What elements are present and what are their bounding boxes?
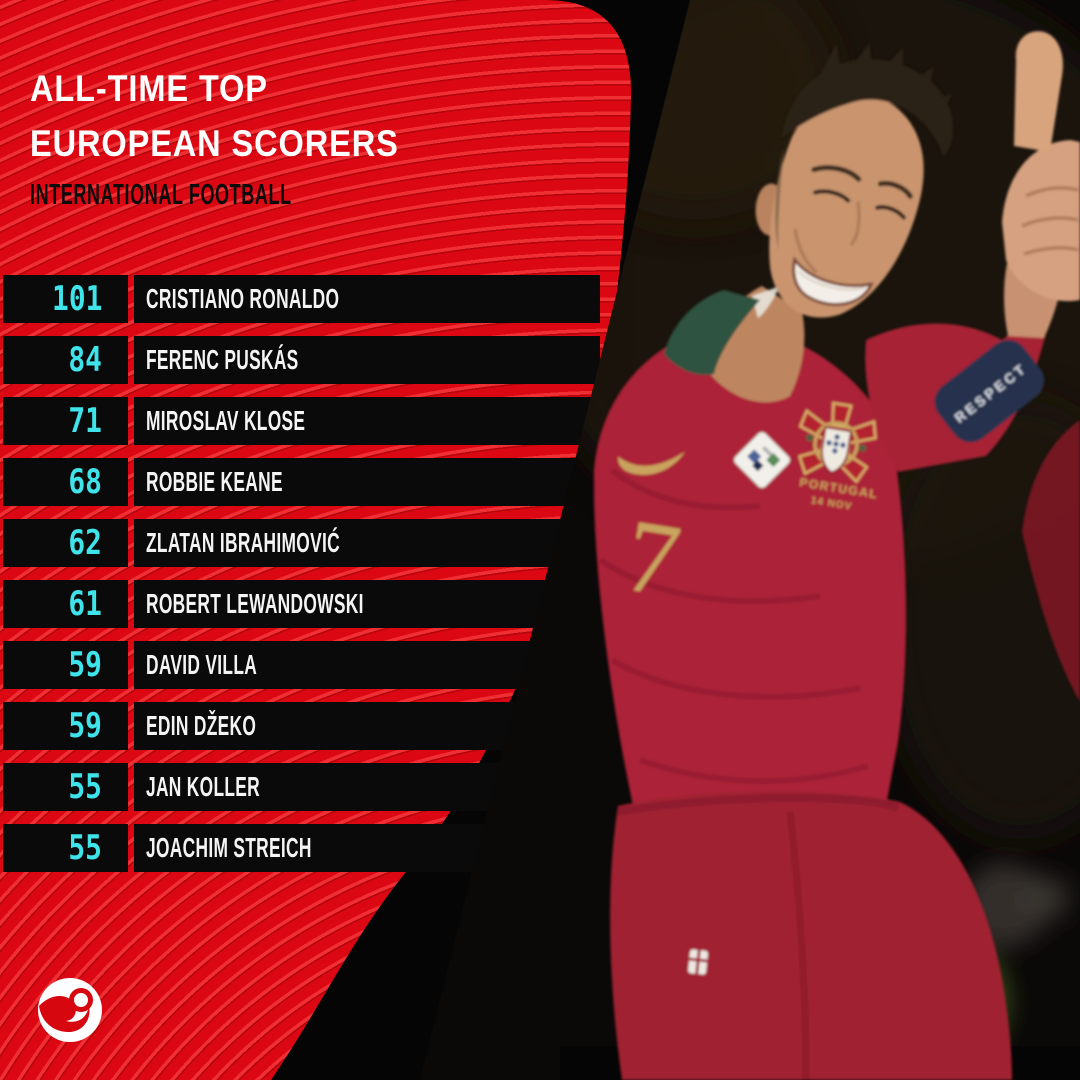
- ronaldo-figure: RESPECT: [593, 31, 1080, 1080]
- smile-crease: [793, 228, 818, 274]
- name-cell: ROBERT LEWANDOWSKI: [134, 580, 600, 628]
- shield-dots: [826, 434, 846, 454]
- page-subtitle: INTERNATIONAL FOOTBALL: [30, 179, 292, 211]
- name-cell: ROBBIE KEANE: [134, 458, 600, 506]
- nike-swoosh-icon: [618, 451, 686, 475]
- player-name: ROBBIE KEANE: [146, 466, 283, 497]
- nations-league-patch: [733, 431, 791, 489]
- table-row: 62 ZLATAN IBRAHIMOVIĆ: [0, 519, 600, 567]
- page-title-line1: ALL-TIME TOP: [30, 68, 268, 109]
- eyebrows: [811, 165, 913, 199]
- undershirt-sliver: [752, 286, 780, 318]
- page-title-line2: EUROPEAN SCORERS: [30, 123, 399, 164]
- player-name: FERENC PUSKÁS: [146, 344, 299, 375]
- name-cell: CRISTIANO RONALDO: [134, 275, 600, 323]
- portugal-crest-icon: [798, 401, 877, 484]
- jersey-folds: [598, 467, 869, 784]
- shorts-seam: [786, 811, 810, 1080]
- goals-cell: 68: [3, 458, 128, 506]
- goals-cell: 55: [3, 763, 128, 811]
- player-name: MIROSLAV KLOSE: [146, 405, 306, 436]
- collar-green: [664, 290, 760, 375]
- player-name: ZLATAN IBRAHIMOVIĆ: [146, 527, 340, 558]
- goals-cell: 59: [3, 641, 128, 689]
- goals-value: 61: [68, 584, 102, 624]
- goals-cell: 101: [3, 275, 128, 323]
- left-arm-sleeve: [1022, 420, 1080, 702]
- goals-cell: 71: [3, 397, 128, 445]
- name-cell: FERENC PUSKÁS: [134, 336, 600, 384]
- player-name: JOACHIM STREICH: [146, 832, 312, 863]
- waistband-shadow: [617, 793, 900, 816]
- hair-spikes: [819, 42, 953, 117]
- goals-value: 55: [68, 767, 102, 807]
- goals-value: 59: [68, 645, 102, 685]
- goals-value: 101: [51, 279, 102, 319]
- hair: [781, 59, 954, 157]
- smile: [792, 256, 874, 307]
- logo-swirl: [39, 996, 90, 1033]
- name-cell: MIROSLAV KLOSE: [134, 397, 600, 445]
- table-row: 61 ROBERT LEWANDOWSKI: [0, 580, 600, 628]
- eyes: [813, 189, 906, 220]
- goals-cell: 62: [3, 519, 128, 567]
- player-name: ROBERT LEWANDOWSKI: [146, 588, 364, 619]
- shorts-crest-icon: [688, 949, 708, 975]
- table-row: 101 CRISTIANO RONALDO: [0, 275, 600, 323]
- goals-value: 71: [68, 401, 102, 441]
- thumbs-up-hand: [1002, 31, 1080, 302]
- player-name: CRISTIANO RONALDO: [146, 283, 340, 314]
- player-name: EDIN DŽEKO: [146, 710, 257, 741]
- goals-cell: 59: [3, 702, 128, 750]
- shorts: [610, 791, 1012, 1080]
- hair-fade: [775, 146, 784, 251]
- goals-cell: 55: [3, 824, 128, 872]
- goals-value: 84: [68, 340, 102, 380]
- goals-value: 68: [68, 462, 102, 502]
- goals-value: 62: [68, 523, 102, 563]
- goals-cell: 84: [3, 336, 128, 384]
- player-name: JAN KOLLER: [146, 771, 261, 802]
- brand-logo: [38, 978, 102, 1042]
- table-row: 68 ROBBIE KEANE: [0, 458, 600, 506]
- goals-value: 55: [68, 828, 102, 868]
- table-row: 71 MIROSLAV KLOSE: [0, 397, 600, 445]
- goals-cell: 61: [3, 580, 128, 628]
- head: [755, 42, 954, 318]
- thumb: [1014, 31, 1064, 152]
- table-row: 84 FERENC PUSKÁS: [0, 336, 600, 384]
- logo-dot: [74, 993, 88, 1007]
- nose: [849, 201, 861, 247]
- player-name: DAVID VILLA: [146, 649, 258, 680]
- goals-value: 59: [68, 706, 102, 746]
- name-cell: ZLATAN IBRAHIMOVIĆ: [134, 519, 600, 567]
